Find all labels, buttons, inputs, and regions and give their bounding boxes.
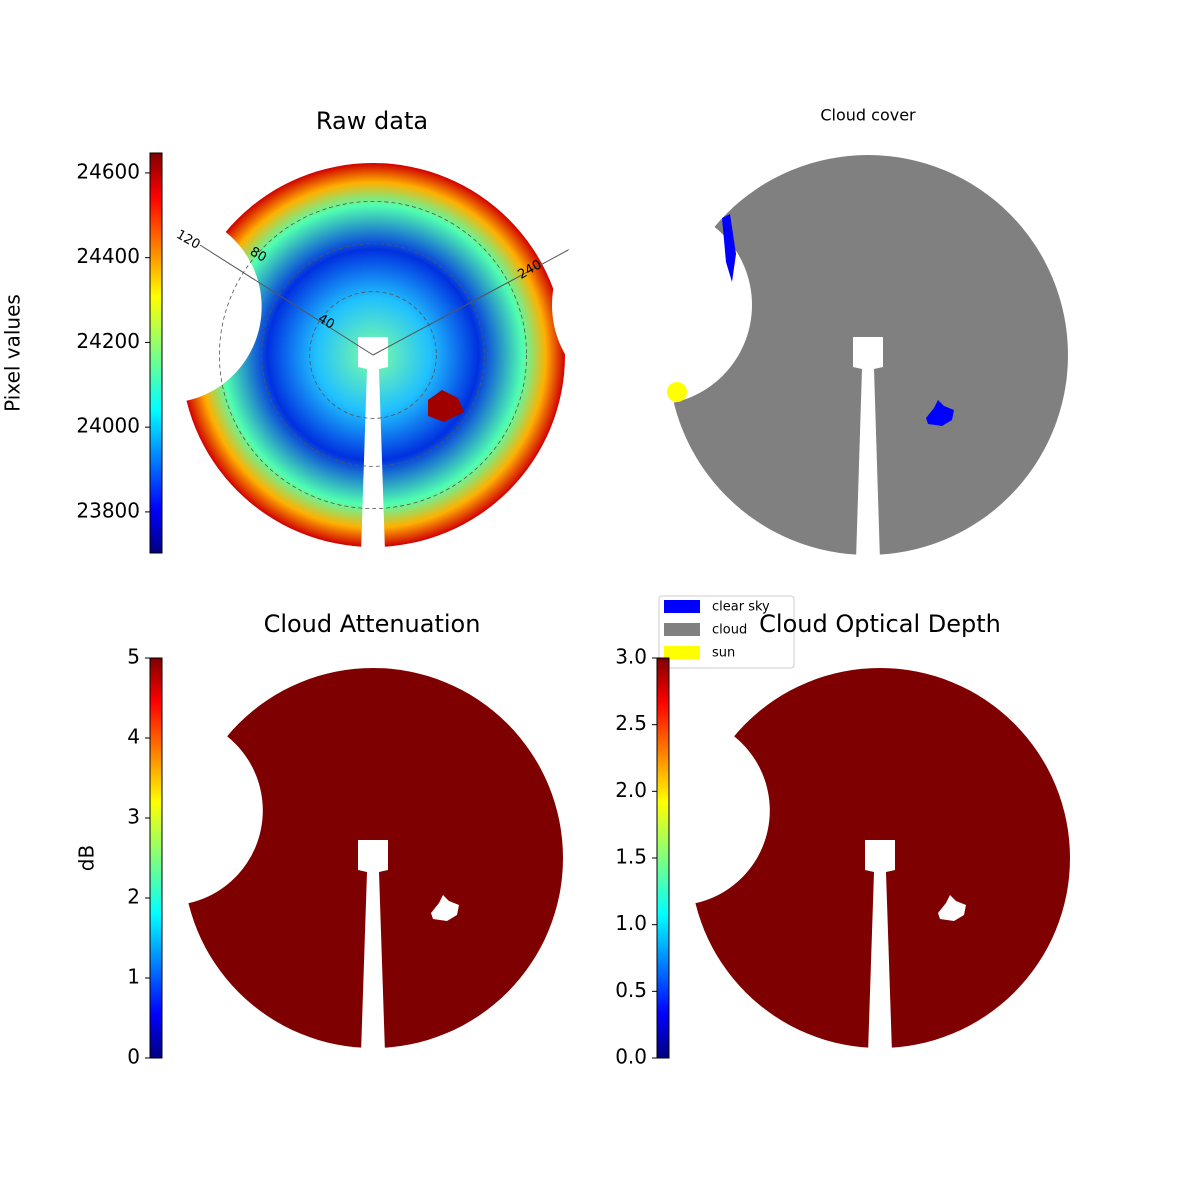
polar-label: 40 (315, 311, 337, 332)
colorbar-tick-label: 5 (127, 645, 140, 669)
colorbar-tick-label: 3 (127, 805, 140, 829)
mask-cutout (69, 211, 262, 403)
sky-image (552, 155, 1068, 560)
patch (722, 214, 736, 282)
mask-cutout (72, 715, 263, 906)
mast-mask (358, 840, 388, 1053)
colorbar (149, 657, 163, 1059)
polar-ring (309, 291, 437, 419)
polar-spoke (199, 244, 374, 356)
chart-title: Cloud Attenuation (264, 610, 481, 638)
colorbar-tick-label: 1 (127, 965, 140, 989)
polar-ring (218, 200, 528, 510)
colorbar-tick-label: 2.0 (615, 778, 647, 802)
chart-title: Raw data (316, 107, 428, 135)
chart-title: Cloud Optical Depth (759, 610, 1001, 638)
mast-mask (865, 840, 895, 1053)
colorbar-tick-label: 1.0 (615, 911, 647, 935)
colorbar-tick-label: 2 (127, 885, 140, 909)
colorbar-tick-label: 3.0 (615, 645, 647, 669)
colorbar-tick-label: 24000 (76, 414, 140, 438)
colorbar-label: Pixel values (1, 294, 25, 412)
colorbar-label: dB (75, 845, 99, 871)
mast-mask (358, 337, 388, 552)
colorbar-tick-label: 1.5 (615, 845, 647, 869)
sky-image (72, 668, 563, 1053)
colorbar-tick-label: 24400 (76, 244, 140, 268)
polar-ring (261, 243, 485, 467)
colorbar-tick-label: 0 (127, 1045, 140, 1069)
sky-image (69, 163, 573, 552)
patch (431, 895, 459, 921)
colorbar (656, 657, 670, 1059)
chart-title: Cloud cover (820, 106, 916, 125)
colorbar (149, 152, 163, 554)
legend-label: sun (712, 646, 735, 661)
sun-marker (667, 382, 687, 402)
mask-cutout (552, 205, 752, 405)
legend-swatch (664, 600, 700, 613)
colorbar-tick-label: 24600 (76, 159, 140, 183)
colorbar-tick-label: 24200 (76, 329, 140, 353)
colorbar-tick-label: 2.5 (615, 711, 647, 735)
sky-image (579, 668, 1070, 1053)
patch (938, 895, 966, 921)
legend-label: cloud (712, 623, 747, 638)
patch (926, 400, 954, 426)
colorbar-tick-label: 0.0 (615, 1045, 647, 1069)
colorbar-tick-label: 4 (127, 725, 140, 749)
polar-spoke (372, 247, 573, 356)
legend-swatch (664, 646, 700, 659)
polar-label: 80 (247, 244, 269, 265)
mast-mask (853, 337, 883, 560)
colorbar-tick-label: 0.5 (615, 978, 647, 1002)
legend-label: clear sky (712, 600, 770, 615)
legend: clear sky cloud sun (658, 595, 795, 669)
sun-patch (428, 390, 464, 422)
mask-cutout (579, 715, 770, 906)
colorbar-tick-label: 23800 (76, 498, 140, 522)
legend-swatch (664, 623, 700, 636)
